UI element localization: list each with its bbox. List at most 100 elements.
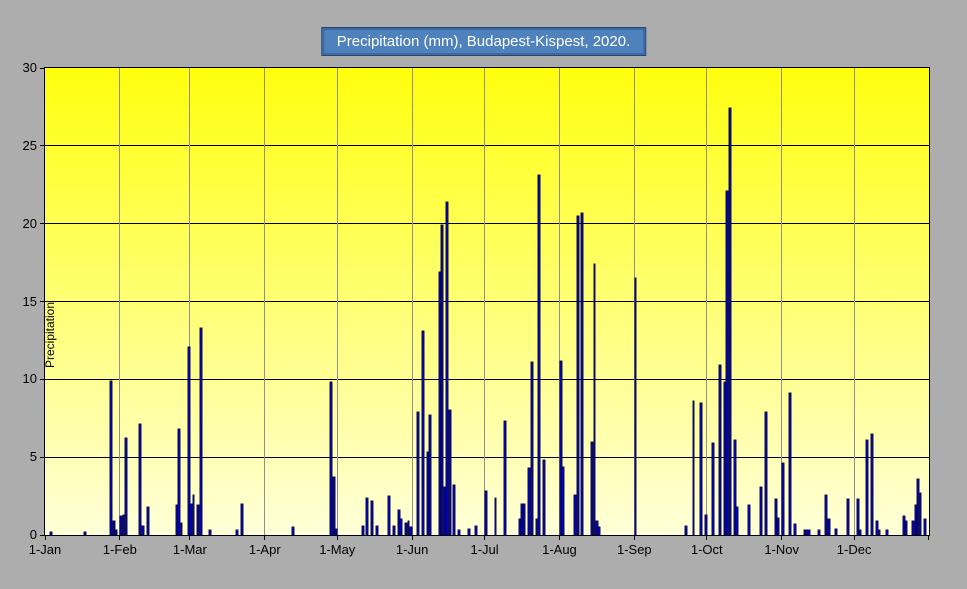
precipitation-bar	[236, 530, 238, 535]
x-tick-mark	[264, 535, 266, 540]
precipitation-bar	[781, 463, 784, 535]
precipitation-bar	[141, 525, 144, 535]
precipitation-bar	[448, 410, 451, 535]
precipitation-bar	[803, 530, 806, 535]
y-axis-title: Precipitation	[43, 301, 57, 368]
precipitation-bar	[876, 520, 878, 535]
x-tick-label: 1-Jan	[28, 542, 62, 557]
precipitation-bar	[748, 505, 750, 535]
x-tick-mark	[928, 535, 929, 540]
precipitation-bar	[818, 530, 821, 535]
precipitation-bar	[528, 468, 531, 535]
x-tick-mark	[781, 535, 783, 540]
precipitation-bar	[559, 360, 562, 535]
precipitation-bar	[494, 497, 497, 535]
precipitation-bar	[146, 506, 149, 535]
precipitation-bar	[122, 514, 125, 535]
x-tick-label: 1-Jun	[395, 542, 429, 557]
x-tick-label: 1-Apr	[248, 542, 281, 557]
precipitation-bar	[175, 505, 178, 535]
precipitation-bar	[806, 530, 808, 535]
month-gridline	[119, 68, 121, 535]
precipitation-bar	[878, 530, 881, 535]
precipitation-bar	[794, 524, 796, 535]
precipitation-bar	[417, 412, 420, 535]
precipitation-bar	[393, 525, 395, 535]
precipitation-bar	[190, 503, 193, 535]
y-tick-mark	[40, 456, 45, 458]
precipitation-bar	[446, 201, 449, 535]
precipitation-bar	[50, 531, 52, 535]
precipitation-bar	[112, 520, 115, 535]
precipitation-bar	[192, 494, 195, 535]
precipitation-bar	[441, 225, 444, 535]
precipitation-bar	[719, 365, 722, 535]
precipitation-bar	[919, 492, 922, 535]
precipitation-bar	[405, 522, 408, 535]
x-tick-label: 1-Mar	[172, 542, 207, 557]
precipitation-bar	[335, 528, 337, 535]
precipitation-bar	[859, 530, 862, 535]
x-tick-label: 1-Nov	[764, 542, 799, 557]
x-tick-label: 1-Jul	[470, 542, 499, 557]
precipitation-bar	[902, 516, 905, 535]
x-tick-mark	[411, 535, 413, 540]
precipitation-bar	[542, 460, 545, 535]
month-gridline	[558, 68, 560, 535]
y-tick-label: 5	[29, 449, 37, 465]
y-tick-label: 0	[29, 527, 37, 542]
month-gridline	[264, 68, 266, 535]
precipitation-bar	[407, 520, 410, 535]
x-tick-mark	[558, 535, 560, 540]
y-tick-mark	[40, 145, 45, 147]
precipitation-bar	[905, 520, 907, 535]
precipitation-bar	[240, 503, 243, 535]
precipitation-bar	[388, 496, 391, 535]
precipitation-bar	[139, 424, 142, 535]
y-tick-mark	[40, 67, 45, 69]
precipitation-bar	[120, 516, 123, 535]
x-tick-mark	[119, 535, 121, 540]
x-tick-mark	[336, 535, 338, 540]
precipitation-bar	[634, 278, 637, 535]
precipitation-bar	[535, 519, 538, 535]
precipitation-bar	[924, 519, 927, 535]
month-gridline	[706, 68, 708, 535]
precipitation-bar	[438, 271, 441, 535]
precipitation-bar	[197, 505, 200, 535]
month-gridline	[484, 68, 486, 535]
precipitation-bar	[726, 190, 729, 535]
precipitation-bar	[83, 531, 86, 535]
precipitation-bar	[209, 530, 212, 535]
precipitation-bar	[576, 215, 579, 535]
precipitation-bar	[409, 527, 412, 535]
x-tick-label: 1-Dec	[836, 542, 872, 557]
x-tick-mark	[189, 535, 191, 540]
precipitation-bar	[521, 503, 523, 535]
month-gridline	[633, 68, 635, 535]
precipitation-bar	[110, 380, 113, 535]
precipitation-bar	[711, 443, 714, 535]
precipitation-bar	[332, 477, 335, 535]
precipitation-bar	[685, 525, 688, 535]
x-tick-label: 1-Aug	[542, 542, 577, 557]
y-tick-label: 15	[22, 293, 37, 309]
precipitation-bar	[598, 527, 601, 535]
x-tick-label: 1-Sep	[616, 542, 652, 557]
x-tick-mark	[706, 535, 708, 540]
precipitation-bar	[704, 514, 707, 535]
x-tick-label: 1-Feb	[102, 542, 137, 557]
precipitation-bar	[871, 433, 874, 535]
y-gridline	[45, 301, 929, 302]
precipitation-bar	[199, 327, 202, 535]
precipitation-bar	[917, 478, 920, 535]
precipitation-bar	[180, 522, 183, 535]
precipitation-bar	[774, 499, 777, 535]
x-tick-mark	[484, 535, 486, 540]
precipitation-bar	[475, 525, 478, 535]
precipitation-bar	[504, 421, 507, 535]
precipitation-bar	[825, 494, 828, 535]
precipitation-bar	[914, 505, 917, 535]
precipitation-bar	[330, 382, 333, 535]
